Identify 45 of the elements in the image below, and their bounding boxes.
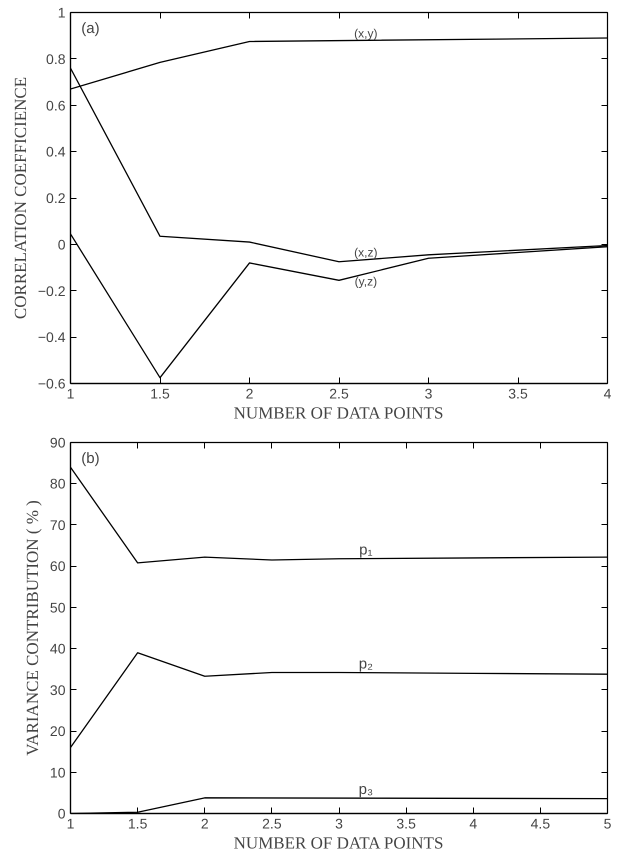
y-tick-label: 0.6 — [46, 97, 66, 114]
annotation: (b) — [81, 450, 100, 467]
series-label: (x,z) — [354, 246, 378, 260]
y-tick-label: 0 — [58, 806, 66, 822]
x-tick-label: 1.5 — [128, 816, 148, 832]
annotation: (a) — [81, 20, 100, 37]
y-tick-label: 0.4 — [46, 144, 66, 160]
x-tick-label: 2 — [246, 386, 254, 402]
series-label: p₂ — [358, 656, 374, 673]
x-tick-label: 3.5 — [396, 816, 416, 832]
x-tick-label: 4 — [469, 816, 478, 832]
x-tick-label: 3 — [335, 816, 344, 832]
y-tick-label: 80 — [50, 476, 66, 492]
y-axis-title: VARIANCE CONTRIBUTION ( % ) — [22, 500, 42, 756]
y-tick-label: 30 — [50, 682, 66, 698]
x-axis-title: NUMBER OF DATA POINTS — [234, 404, 444, 422]
y-tick-label: −0.4 — [38, 329, 66, 346]
y-tick-label: 10 — [50, 764, 66, 780]
y-tick-label: 90 — [50, 434, 66, 450]
y-tick-label: 20 — [50, 723, 66, 740]
x-tick-label: 2.5 — [329, 386, 349, 402]
y-tick-label: −0.2 — [38, 282, 66, 299]
series-label: (x,y) — [354, 26, 378, 40]
x-tick-label: 3.5 — [508, 386, 528, 402]
y-axis-title: CORRELATION COEFFICIENCE — [10, 76, 30, 320]
y-tick-label: 0.2 — [46, 190, 66, 206]
y-tick-label: −0.6 — [38, 376, 66, 392]
x-tick-label: 2 — [200, 816, 209, 832]
y-tick-label: 0.8 — [46, 50, 66, 67]
x-tick-label: 2.5 — [262, 816, 282, 832]
x-tick-label: 1.5 — [150, 386, 170, 402]
x-tick-label: 4.5 — [530, 816, 550, 832]
x-tick-label: 4 — [604, 386, 612, 402]
y-tick-label: 0 — [58, 236, 66, 252]
y-tick-label: 60 — [50, 558, 66, 574]
y-tick-label: 70 — [50, 516, 66, 533]
series-label: p₁ — [359, 542, 373, 559]
y-tick-label: 40 — [50, 640, 66, 657]
x-tick-label: 5 — [604, 816, 612, 832]
series-label: p₃ — [358, 781, 374, 798]
y-tick-label: 1 — [58, 4, 66, 20]
y-tick-label: 50 — [50, 599, 66, 616]
series-label: (y,z) — [354, 274, 378, 289]
x-axis-title: NUMBER OF DATA POINTS — [234, 834, 444, 852]
x-tick-label: 3 — [424, 386, 433, 402]
